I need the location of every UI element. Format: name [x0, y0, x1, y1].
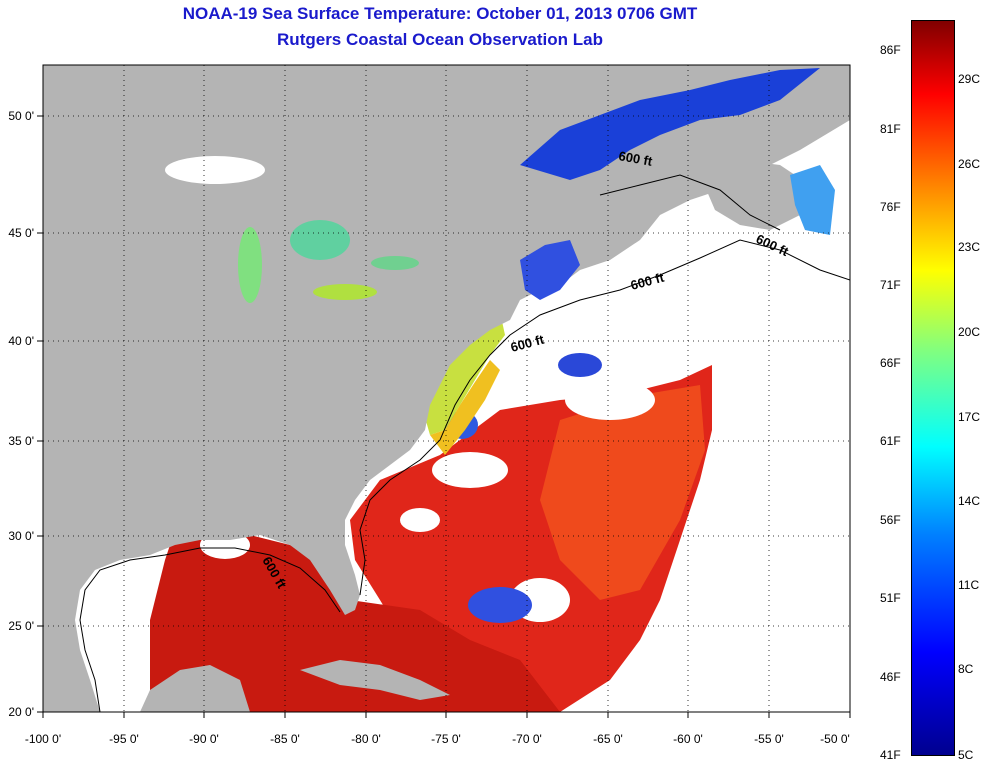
map-title: NOAA-19 Sea Surface Temperature: October… [182, 4, 698, 23]
cloud-patch [565, 380, 655, 420]
labrador-cool-water [790, 165, 835, 235]
colorbar-fahrenheit-label: 66F [880, 356, 901, 370]
shelf-water [420, 312, 505, 435]
colorbar-fahrenheit-label: 41F [880, 748, 901, 762]
lake-huron [290, 220, 350, 260]
cuba-land [300, 660, 450, 700]
lake-superior [165, 156, 265, 184]
longitude-label: -60 0' [673, 732, 703, 746]
st-lawrence-cold-water [520, 68, 820, 180]
gulf-of-mexico-warm [150, 525, 560, 712]
colorbar-celsius-label: 8C [958, 662, 974, 676]
colorbar-celsius-label: 11C [958, 578, 980, 592]
colorbar-fahrenheit-label: 81F [880, 122, 901, 136]
map-subtitle: Rutgers Coastal Ocean Observation Lab [277, 30, 603, 49]
cool-water-patch [558, 353, 602, 377]
lake-michigan [238, 227, 262, 303]
longitude-label: -100 0' [24, 732, 62, 746]
isobath-600ft [79, 547, 341, 712]
latitude-label: 45 0' [8, 226, 34, 240]
colorbar-celsius-label: 23C [958, 240, 981, 254]
colorbar-celsius-label: 29C [958, 72, 981, 86]
colorbar-fahrenheit-label: 61F [880, 434, 901, 448]
longitude-label: -75 0' [431, 732, 461, 746]
colorbar-celsius-label: 17C [958, 410, 981, 424]
yucatan-land [140, 665, 250, 712]
colorbar-celsius-label: 20C [958, 325, 981, 339]
gulf-of-maine-cool-water [520, 240, 580, 300]
temperature-colorbar [911, 20, 955, 756]
orange-ocean-patch [540, 385, 705, 600]
latitude-label: 30 0' [8, 529, 34, 543]
colorbar-fahrenheit-label: 56F [880, 513, 901, 527]
latitude-label: 20 0' [8, 705, 34, 719]
longitude-label: -90 0' [189, 732, 219, 746]
colorbar-fahrenheit-label: 46F [880, 670, 901, 684]
longitude-label: -85 0' [270, 732, 300, 746]
isobath-600ft [359, 239, 850, 596]
colorbar-fahrenheit-label: 76F [880, 200, 901, 214]
cool-water-patch [468, 587, 532, 623]
cloud-patch [432, 452, 508, 488]
colorbar-celsius-label: 26C [958, 157, 981, 171]
colorbar-fahrenheit-label: 51F [880, 591, 901, 605]
longitude-label: -80 0' [351, 732, 381, 746]
colorbar-celsius-label: 14C [958, 494, 981, 508]
longitude-label: -70 0' [512, 732, 542, 746]
latitude-label: 50 0' [8, 109, 34, 123]
isobath-600ft [599, 174, 781, 231]
isobath-label: 600 ft [617, 148, 654, 169]
colorbar-fahrenheit-label: 86F [880, 43, 901, 57]
atlantic-canada-land [700, 160, 810, 230]
longitude-label: -95 0' [109, 732, 139, 746]
longitude-label: -65 0' [593, 732, 623, 746]
latitude-label: 35 0' [8, 434, 34, 448]
north-america-land [43, 65, 850, 712]
latitude-label: 40 0' [8, 334, 34, 348]
axis-ticks [37, 115, 851, 718]
colorbar-fahrenheit-label: 71F [880, 278, 901, 292]
lake-ontario [371, 256, 419, 270]
colorbar-celsius-label: 5C [958, 748, 974, 762]
shelf-water-yellow [430, 360, 500, 455]
cloud-patch [400, 508, 440, 532]
longitude-label: -50 0' [820, 732, 850, 746]
lake-erie [313, 284, 377, 300]
longitude-label: -55 0' [754, 732, 784, 746]
latitude-label: 25 0' [8, 619, 34, 633]
